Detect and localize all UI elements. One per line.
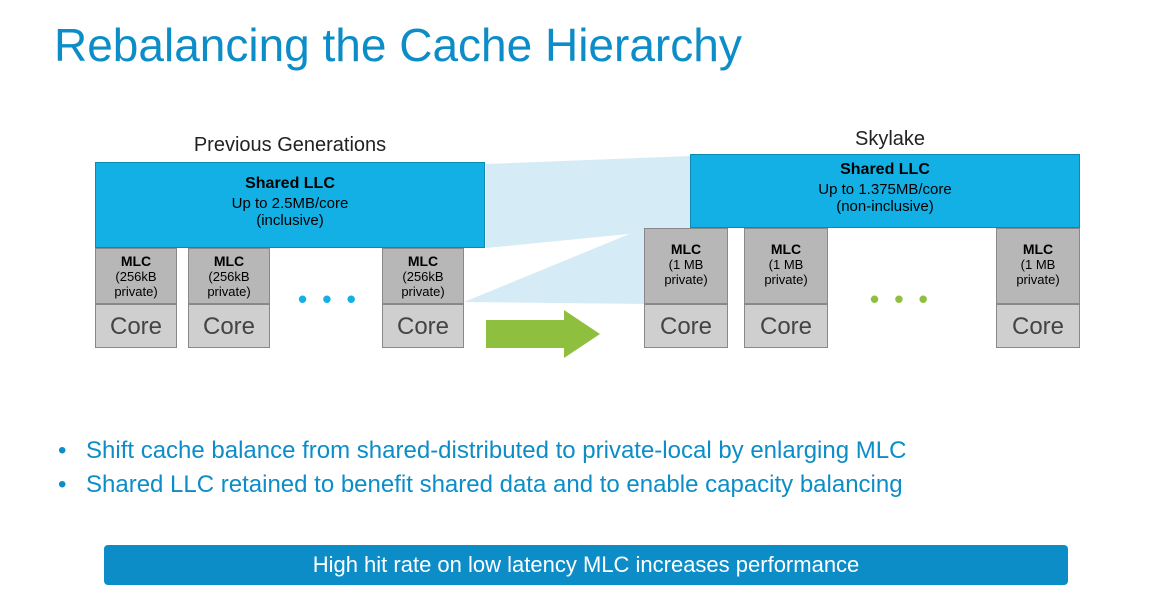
sky-core: Core: [744, 304, 828, 348]
prev-mlc: MLC (256kB private): [95, 248, 177, 304]
mlc-title: MLC: [96, 253, 176, 269]
prev-llc-line2: (inclusive): [96, 212, 484, 229]
prev-llc-title: Shared LLC: [96, 163, 484, 193]
prev-llc-line1: Up to 2.5MB/core: [96, 195, 484, 212]
skylake-label: Skylake: [830, 128, 950, 151]
sky-core: Core: [996, 304, 1080, 348]
sky-mlc: MLC (1 MB private): [644, 228, 728, 304]
sky-ellipsis: • • •: [870, 284, 932, 315]
mlc-line2: private): [997, 272, 1079, 287]
footer-callout: High hit rate on low latency MLC increas…: [104, 545, 1068, 585]
sky-llc-line1: Up to 1.375MB/core: [691, 181, 1079, 198]
transition-arrow-icon: [486, 310, 606, 358]
mlc-title: MLC: [189, 253, 269, 269]
mlc-title: MLC: [383, 253, 463, 269]
mlc-line1: (1 MB: [997, 257, 1079, 272]
cache-diagram: Previous Generations Shared LLC Up to 2.…: [0, 112, 1170, 372]
prev-llc: Shared LLC Up to 2.5MB/core (inclusive): [95, 162, 485, 248]
sky-llc: Shared LLC Up to 1.375MB/core (non-inclu…: [690, 154, 1080, 228]
prev-mlc: MLC (256kB private): [188, 248, 270, 304]
mlc-line2: private): [745, 272, 827, 287]
prev-core: Core: [188, 304, 270, 348]
prev-core: Core: [95, 304, 177, 348]
bullet-list: Shift cache balance from shared-distribu…: [58, 434, 1170, 501]
mlc-line1: (256kB: [189, 269, 269, 284]
mlc-line2: private): [645, 272, 727, 287]
mlc-line2: private): [96, 284, 176, 299]
mlc-line1: (256kB: [96, 269, 176, 284]
slide-title: Rebalancing the Cache Hierarchy: [0, 0, 1170, 72]
mlc-line1: (256kB: [383, 269, 463, 284]
prev-ellipsis: • • •: [298, 284, 360, 315]
mlc-line1: (1 MB: [745, 257, 827, 272]
prev-gen-label: Previous Generations: [155, 134, 425, 157]
prev-core: Core: [382, 304, 464, 348]
sky-mlc: MLC (1 MB private): [744, 228, 828, 304]
mlc-line2: private): [189, 284, 269, 299]
prev-mlc: MLC (256kB private): [382, 248, 464, 304]
sky-mlc: MLC (1 MB private): [996, 228, 1080, 304]
mlc-title: MLC: [645, 233, 727, 257]
sky-llc-title: Shared LLC: [691, 155, 1079, 179]
sky-llc-line2: (non-inclusive): [691, 198, 1079, 215]
mlc-title: MLC: [997, 233, 1079, 257]
sky-core: Core: [644, 304, 728, 348]
mlc-line1: (1 MB: [645, 257, 727, 272]
bullet-item: Shift cache balance from shared-distribu…: [58, 434, 1170, 468]
mlc-line2: private): [383, 284, 463, 299]
mlc-title: MLC: [745, 233, 827, 257]
bullet-item: Shared LLC retained to benefit shared da…: [58, 468, 1170, 502]
